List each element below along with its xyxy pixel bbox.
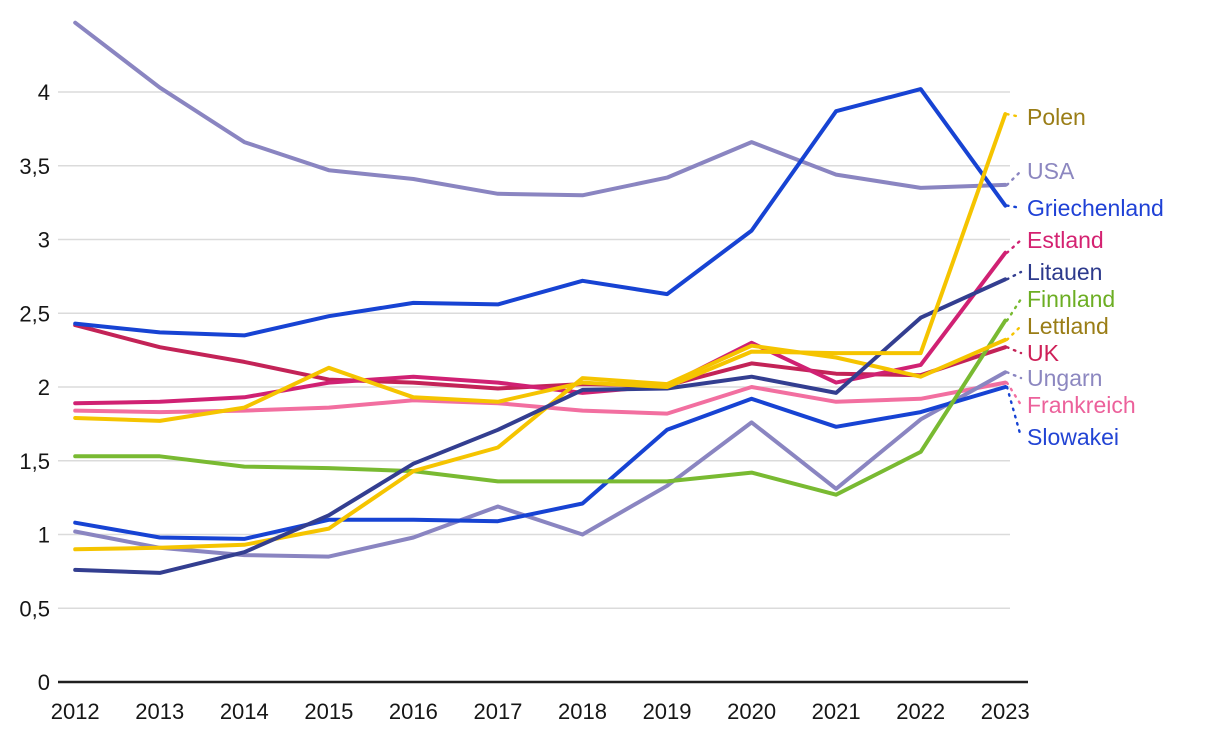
label-leader-line bbox=[1005, 112, 1023, 119]
series-line-usa bbox=[73, 20, 1008, 198]
label-leader-line bbox=[1005, 385, 1023, 439]
series-label-uk: UK bbox=[1027, 340, 1060, 366]
series-label-polen: Polen bbox=[1027, 104, 1086, 130]
series-label-ungarn: Ungarn bbox=[1027, 365, 1102, 391]
x-axis-tick-label: 2023 bbox=[981, 699, 1030, 724]
x-axis-tick-label: 2020 bbox=[727, 699, 776, 724]
y-axis-tick-label: 3 bbox=[38, 228, 50, 253]
x-axis-tick-label: 2012 bbox=[51, 699, 100, 724]
y-axis-tick-label: 1 bbox=[38, 523, 50, 548]
series-label-finnland: Finnland bbox=[1027, 286, 1115, 312]
x-axis-tick-label: 2016 bbox=[389, 699, 438, 724]
series-line-griechenland bbox=[73, 87, 1008, 338]
x-axis-tick-label: 2013 bbox=[135, 699, 184, 724]
x-axis-tick-label: 2019 bbox=[643, 699, 692, 724]
series-line-polen bbox=[73, 112, 1008, 423]
label-leader-line bbox=[1005, 169, 1023, 187]
x-axis-tick-label: 2017 bbox=[473, 699, 522, 724]
label-leader-line bbox=[1005, 238, 1023, 254]
x-axis-tick-label: 2018 bbox=[558, 699, 607, 724]
y-axis-tick-label: 1,5 bbox=[19, 449, 50, 474]
series-label-frankreich: Frankreich bbox=[1027, 392, 1136, 418]
x-axis-tick-label: 2015 bbox=[304, 699, 353, 724]
series-label-estland: Estland bbox=[1027, 227, 1104, 253]
series-label-usa: USA bbox=[1027, 158, 1075, 184]
label-leader-line bbox=[1005, 270, 1023, 281]
y-axis-tick-label: 2,5 bbox=[19, 301, 50, 326]
series-line-estland bbox=[73, 250, 1008, 406]
series-label-litauen: Litauen bbox=[1027, 259, 1102, 285]
series-line-finnland bbox=[73, 318, 1008, 497]
y-axis-tick-label: 2 bbox=[38, 375, 50, 400]
x-axis-tick-label: 2014 bbox=[220, 699, 269, 724]
x-axis-tick-label: 2021 bbox=[812, 699, 861, 724]
label-leader-line bbox=[1005, 297, 1023, 322]
series-label-griechenland: Griechenland bbox=[1027, 195, 1164, 221]
series-label-slowakei: Slowakei bbox=[1027, 424, 1119, 450]
label-leader-line bbox=[1005, 204, 1023, 210]
series-line-litauen bbox=[73, 277, 1008, 575]
y-axis-tick-label: 0 bbox=[38, 670, 50, 695]
series-label-lettland: Lettland bbox=[1027, 313, 1109, 339]
y-axis-tick-label: 3,5 bbox=[19, 154, 50, 179]
series-line-slowakei bbox=[73, 385, 1008, 541]
label-leader-line bbox=[1005, 324, 1023, 341]
x-axis-tick-label: 2022 bbox=[896, 699, 945, 724]
label-leader-line bbox=[1005, 381, 1023, 407]
series-line-lettland bbox=[73, 337, 1008, 552]
label-leader-line bbox=[1005, 345, 1023, 355]
y-axis-tick-label: 0,5 bbox=[19, 596, 50, 621]
label-leader-line bbox=[1005, 371, 1023, 380]
y-axis-tick-label: 4 bbox=[38, 80, 50, 105]
